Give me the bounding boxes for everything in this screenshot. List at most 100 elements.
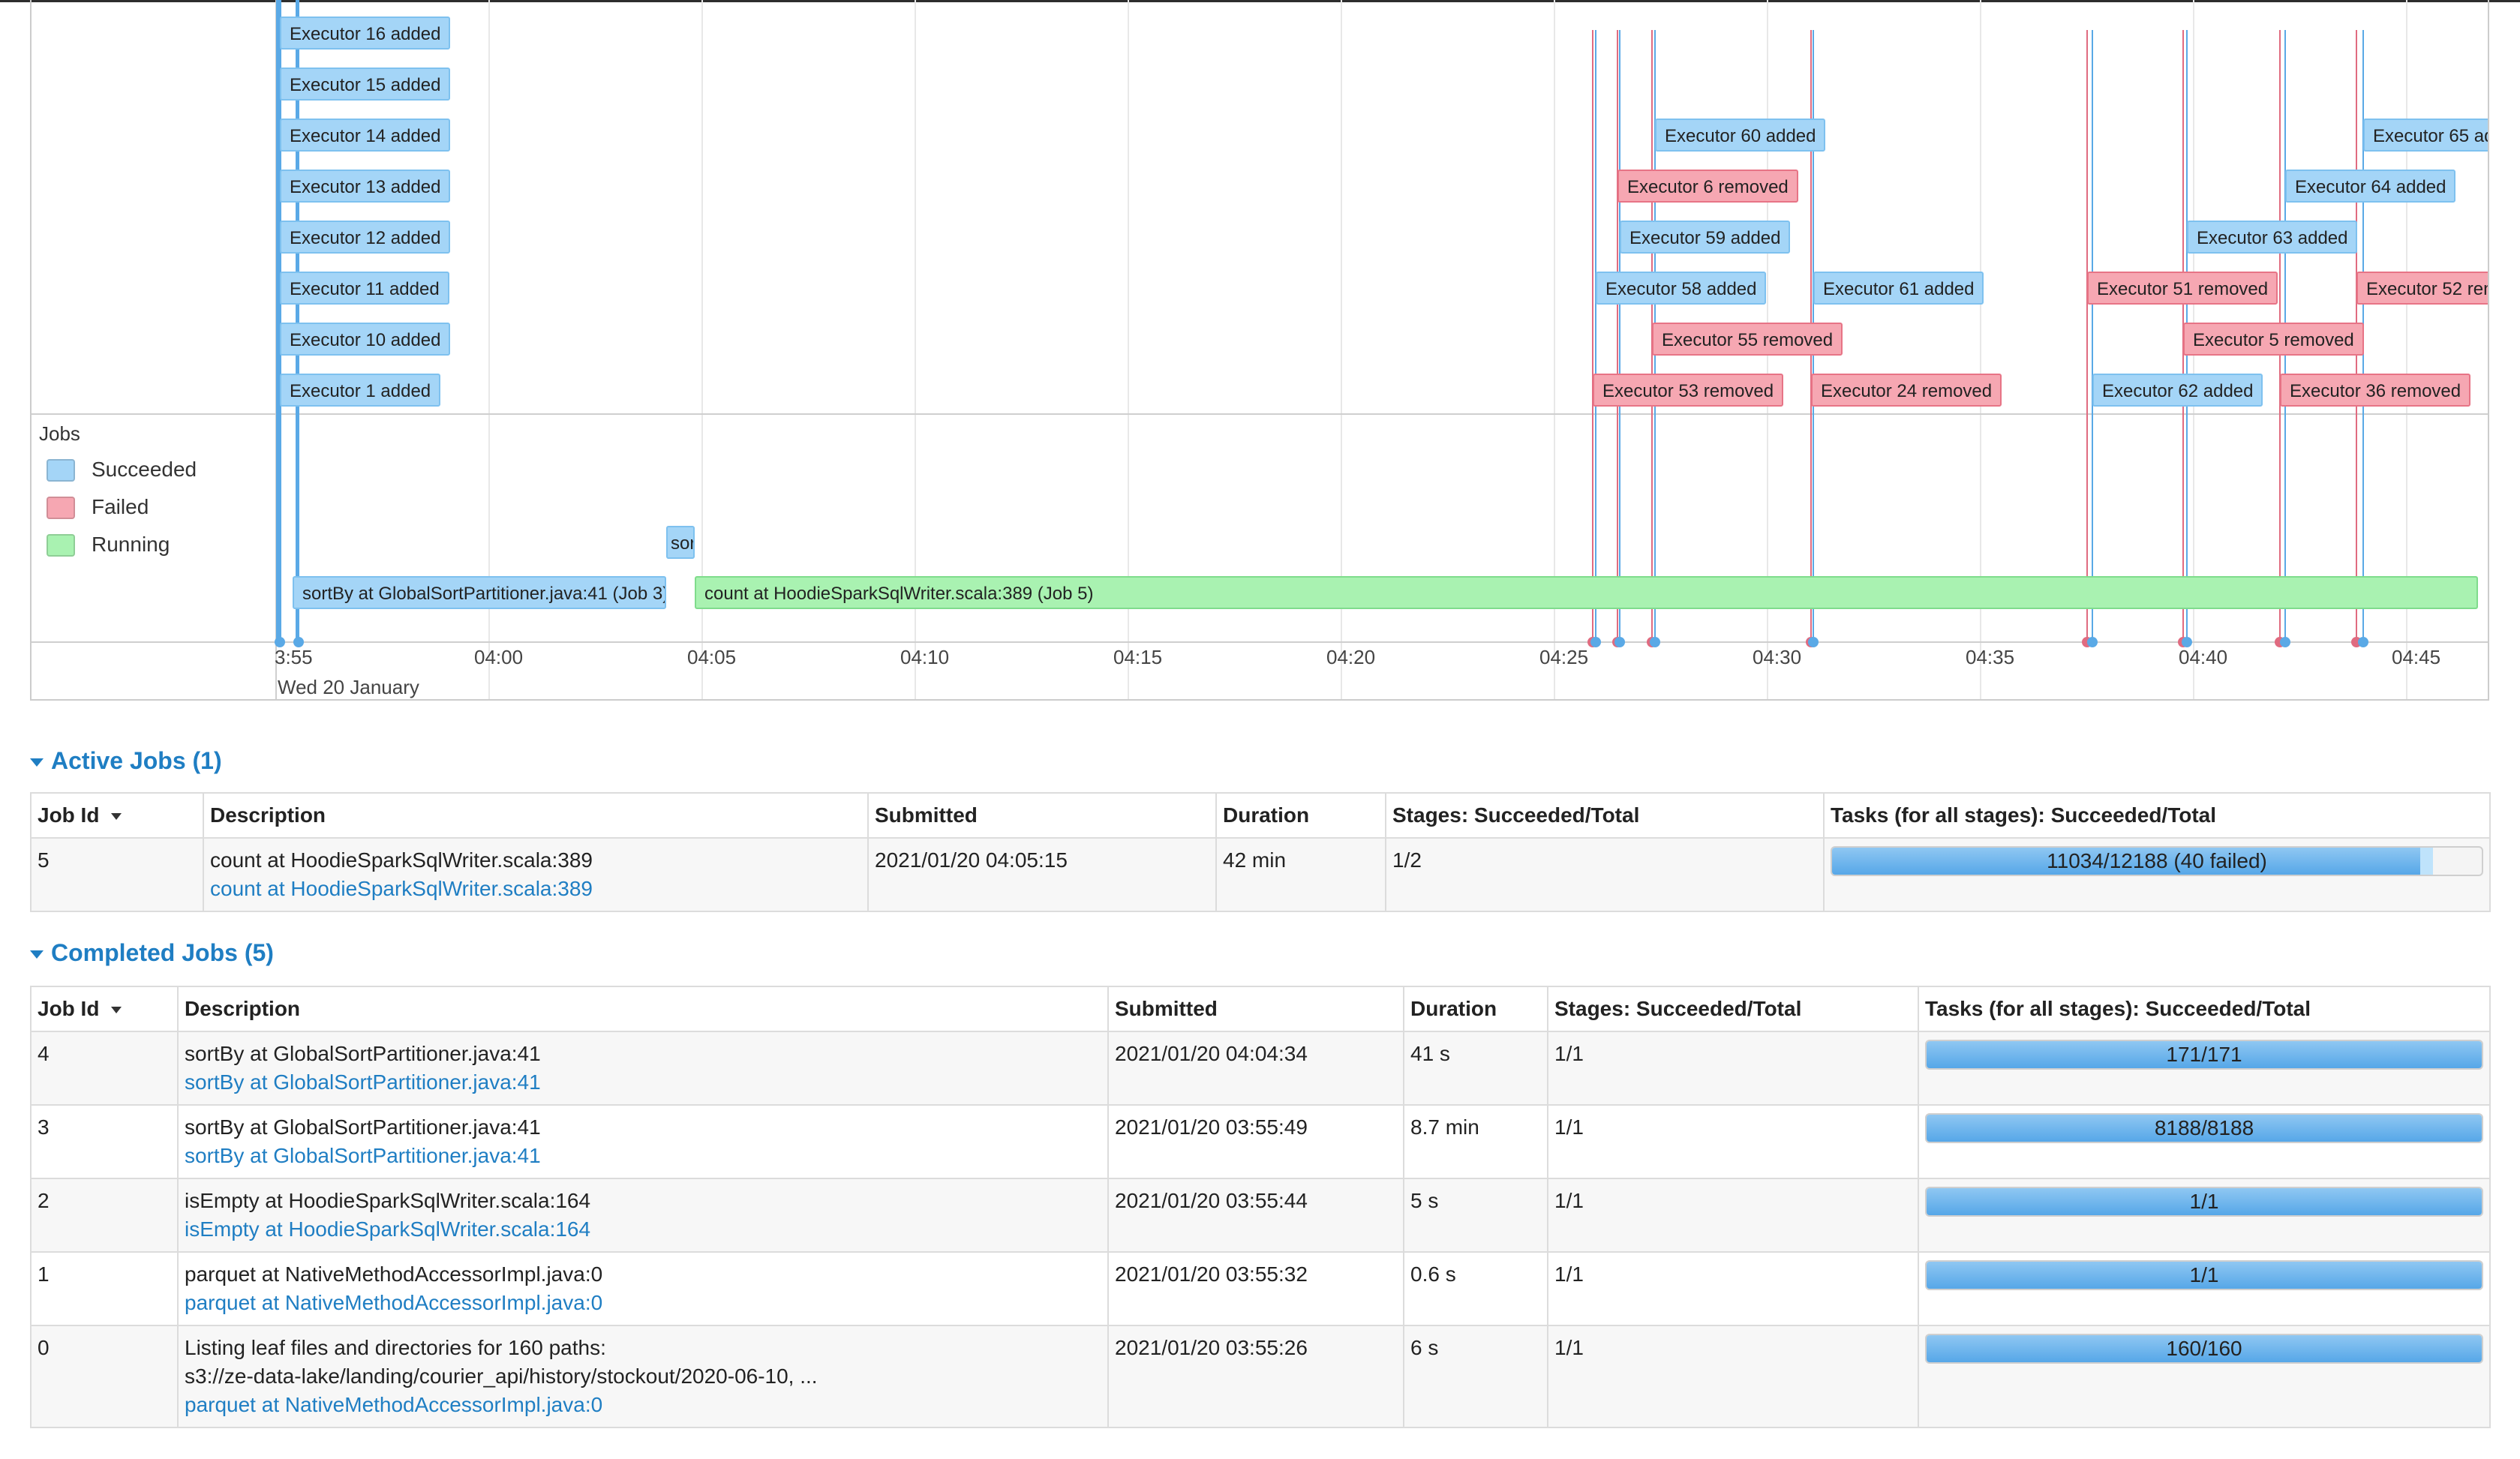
col-description[interactable]: Description xyxy=(177,986,1109,1032)
description-text: sortBy at GlobalSortPartitioner.java:41 xyxy=(185,1042,541,1065)
col-job-id[interactable]: Job Id xyxy=(30,792,204,839)
col-description[interactable]: Description xyxy=(203,792,869,839)
sort-desc-icon xyxy=(111,1007,122,1014)
tasks-cell: 171/171 xyxy=(1918,1031,2491,1106)
executor-event[interactable]: Executor 10 added xyxy=(280,323,451,356)
job-description: isEmpty at HoodieSparkSqlWriter.scala:16… xyxy=(177,1178,1109,1253)
description-text: sortBy at GlobalSortPartitioner.java:41 xyxy=(185,1115,541,1139)
tasks-cell: 11034/12188 (40 failed) xyxy=(1823,837,2491,912)
event-marker xyxy=(2358,637,2368,647)
description-link[interactable]: sortBy at GlobalSortPartitioner.java:41 xyxy=(185,1144,541,1167)
executor-event[interactable]: Executor 24 removed xyxy=(1811,374,2002,407)
col-job-id[interactable]: Job Id xyxy=(30,986,179,1032)
executor-event[interactable]: Executor 14 added xyxy=(280,119,451,152)
job-description: count at HoodieSparkSqlWriter.scala:389 … xyxy=(203,837,869,912)
axis-date-label: Wed 20 January xyxy=(278,676,419,698)
job-bar-4[interactable]: sortBy at GlobalSortPartitioner.java:41 … xyxy=(666,526,695,559)
executor-event[interactable]: Executor 60 added xyxy=(1655,119,1826,152)
executor-event[interactable]: Executor 53 removed xyxy=(1593,374,1784,407)
tasks-cell: 8188/8188 xyxy=(1918,1104,2491,1179)
executor-event[interactable]: Executor 16 added xyxy=(280,17,451,50)
duration: 42 min xyxy=(1215,837,1386,912)
executor-event[interactable]: Executor 12 added xyxy=(280,221,451,254)
tasks-progress-bar: 11034/12188 (40 failed) xyxy=(1831,846,2483,876)
executor-event[interactable]: Executor 65 added xyxy=(2363,119,2488,152)
jobs-lane-label: Jobs xyxy=(39,422,80,445)
executor-event[interactable]: Executor 55 removed xyxy=(1652,323,1843,356)
executor-event[interactable]: Executor 51 removed xyxy=(2087,272,2278,305)
active-jobs-title: Active Jobs (1) xyxy=(51,747,222,774)
completed-jobs-title: Completed Jobs (5) xyxy=(51,939,274,966)
executor-event[interactable]: Executor 11 added xyxy=(280,272,449,305)
col-duration[interactable]: Duration xyxy=(1403,986,1548,1032)
tasks-progress-text: 1/1 xyxy=(2189,1263,2219,1286)
tasks-cell: 1/1 xyxy=(1918,1178,2491,1253)
executor-event[interactable]: Executor 63 added xyxy=(2187,221,2358,254)
top-border xyxy=(0,0,2520,2)
progress-running-fill xyxy=(2419,848,2434,875)
executor-event[interactable]: Executor 13 added xyxy=(280,170,451,203)
job-id: 4 xyxy=(30,1031,179,1106)
executor-event[interactable]: Executor 61 added xyxy=(1813,272,1984,305)
sort-desc-icon xyxy=(111,813,122,821)
executor-event[interactable]: Executor 59 added xyxy=(1620,221,1791,254)
description-link[interactable]: parquet at NativeMethodAccessorImpl.java… xyxy=(185,1393,603,1416)
executor-event[interactable]: Executor 15 added xyxy=(280,68,451,101)
executor-event[interactable]: Executor 1 added xyxy=(280,374,441,407)
legend-failed-label: Failed xyxy=(92,495,149,518)
description-text: count at HoodieSparkSqlWriter.scala:389 xyxy=(210,848,593,872)
table-header-row: Job Id Description Submitted Duration St… xyxy=(30,986,2491,1032)
executor-event[interactable]: Executor 36 removed xyxy=(2280,374,2471,407)
tasks-progress-text: 160/160 xyxy=(2166,1337,2242,1360)
completed-jobs-toggle[interactable]: Completed Jobs (5) xyxy=(30,939,274,967)
stages-count: 1/1 xyxy=(1547,1251,1919,1326)
event-marker xyxy=(1650,637,1660,647)
executor-event[interactable]: Executor 58 added xyxy=(1596,272,1767,305)
description-path-text: s3://ze-data-lake/landing/courier_api/hi… xyxy=(185,1364,818,1388)
active-jobs-toggle[interactable]: Active Jobs (1) xyxy=(30,747,222,775)
description-link[interactable]: parquet at NativeMethodAccessorImpl.java… xyxy=(185,1291,603,1314)
axis-tick: 04:20 xyxy=(1326,646,1376,668)
stages-count: 1/1 xyxy=(1547,1325,1919,1428)
progress-fill xyxy=(1927,1262,2482,1289)
description-link[interactable]: isEmpty at HoodieSparkSqlWriter.scala:16… xyxy=(185,1217,591,1241)
job-bar-5[interactable]: count at HoodieSparkSqlWriter.scala:389 … xyxy=(695,576,2478,609)
executor-cluster-band xyxy=(276,0,281,642)
submitted-time: 2021/01/20 03:55:44 xyxy=(1107,1178,1404,1253)
col-tasks[interactable]: Tasks (for all stages): Succeeded/Total xyxy=(1918,986,2491,1032)
tasks-cell: 160/160 xyxy=(1918,1325,2491,1428)
col-stages[interactable]: Stages: Succeeded/Total xyxy=(1385,792,1825,839)
description-text: Listing leaf files and directories for 1… xyxy=(185,1336,606,1359)
col-duration[interactable]: Duration xyxy=(1215,792,1386,839)
active-jobs-table: Job Id Description Submitted Duration St… xyxy=(30,792,2491,912)
job-description: sortBy at GlobalSortPartitioner.java:41 … xyxy=(177,1104,1109,1179)
executor-event[interactable]: Executor 52 removed xyxy=(2356,272,2488,305)
event-timeline[interactable]: Jobs Succeeded Failed Running Executor 1… xyxy=(30,0,2489,701)
col-submitted[interactable]: Submitted xyxy=(867,792,1217,839)
stages-count: 1/2 xyxy=(1385,837,1825,912)
job-bar-3[interactable]: sortBy at GlobalSortPartitioner.java:41 … xyxy=(293,576,666,609)
submitted-time: 2021/01/20 03:55:32 xyxy=(1107,1251,1404,1326)
table-row: 1 parquet at NativeMethodAccessorImpl.ja… xyxy=(30,1251,2491,1326)
executor-event[interactable]: Executor 62 added xyxy=(2092,374,2263,407)
col-stages[interactable]: Stages: Succeeded/Total xyxy=(1547,986,1919,1032)
job-description: sortBy at GlobalSortPartitioner.java:41 … xyxy=(177,1031,1109,1106)
col-tasks[interactable]: Tasks (for all stages): Succeeded/Total xyxy=(1823,792,2491,839)
tasks-progress-bar: 8188/8188 xyxy=(1925,1113,2483,1143)
progress-fill xyxy=(1927,1041,2482,1068)
table-row: 2 isEmpty at HoodieSparkSqlWriter.scala:… xyxy=(30,1178,2491,1253)
executor-event[interactable]: Executor 64 added xyxy=(2285,170,2456,203)
collapse-arrow-icon xyxy=(30,758,44,767)
description-link[interactable]: sortBy at GlobalSortPartitioner.java:41 xyxy=(185,1070,541,1094)
event-marker xyxy=(2182,637,2192,647)
description-link[interactable]: count at HoodieSparkSqlWriter.scala:389 xyxy=(210,877,593,900)
duration: 8.7 min xyxy=(1403,1104,1548,1179)
col-submitted[interactable]: Submitted xyxy=(1107,986,1404,1032)
submitted-time: 2021/01/20 03:55:49 xyxy=(1107,1104,1404,1179)
executor-event[interactable]: Executor 5 removed xyxy=(2183,323,2364,356)
description-text: isEmpty at HoodieSparkSqlWriter.scala:16… xyxy=(185,1189,591,1212)
axis-tick: 3:55 xyxy=(275,646,313,668)
executor-event[interactable]: Executor 6 removed xyxy=(1617,170,1798,203)
progress-fill xyxy=(1832,848,2420,875)
job-id: 5 xyxy=(30,837,204,912)
